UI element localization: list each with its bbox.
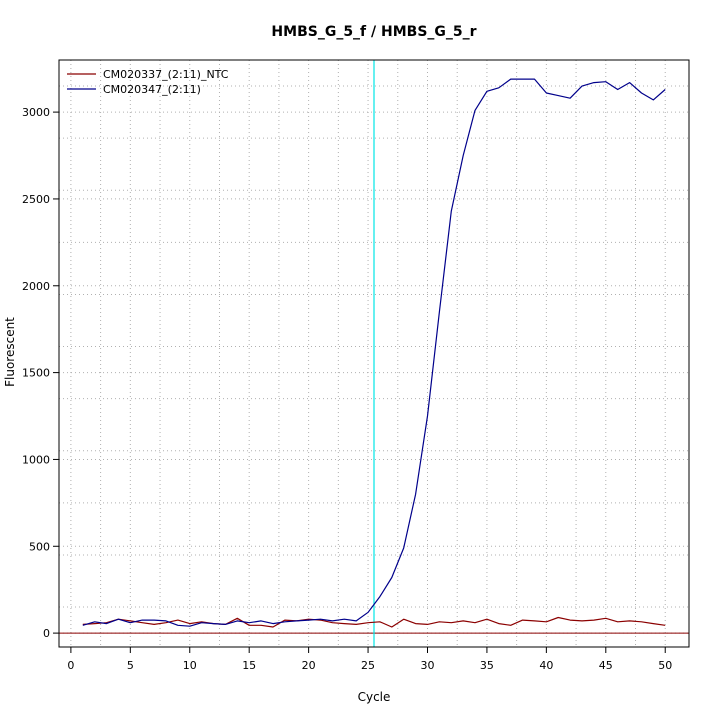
x-tick-label: 35 bbox=[480, 659, 494, 672]
y-axis: 0 500 1000 1500 2000 2500 3000 bbox=[22, 106, 59, 640]
plot-frame bbox=[58, 59, 690, 648]
x-axis-label: Cycle bbox=[358, 690, 391, 704]
legend-label-2: CM020347_(2:11) bbox=[103, 83, 201, 96]
y-tick-label: 1000 bbox=[22, 453, 50, 466]
series-lines bbox=[82, 78, 666, 628]
x-axis: 0 5 10 15 20 25 30 35 40 45 50 bbox=[67, 647, 672, 672]
y-axis-label: Fluorescent bbox=[3, 317, 17, 387]
y-tick-label: 2500 bbox=[22, 193, 50, 206]
x-tick-label: 40 bbox=[539, 659, 553, 672]
y-tick-label: 3000 bbox=[22, 106, 50, 119]
y-tick-label: 500 bbox=[29, 540, 50, 553]
x-tick-label: 45 bbox=[599, 659, 613, 672]
x-tick-label: 10 bbox=[183, 659, 197, 672]
reference-lines bbox=[59, 60, 689, 647]
x-tick-label: 25 bbox=[361, 659, 375, 672]
y-tick-label: 1500 bbox=[22, 367, 50, 380]
legend: CM020337_(2:11)_NTC CM020347_(2:11) bbox=[67, 68, 229, 96]
y-tick-label: 2000 bbox=[22, 280, 50, 293]
series-line-1 bbox=[82, 616, 666, 628]
x-tick-label: 30 bbox=[420, 659, 434, 672]
x-tick-label: 0 bbox=[67, 659, 74, 672]
x-tick-label: 50 bbox=[658, 659, 672, 672]
y-tick-label: 0 bbox=[43, 627, 50, 640]
series-line-2 bbox=[82, 78, 666, 627]
x-tick-label: 20 bbox=[302, 659, 316, 672]
grid-lines bbox=[59, 60, 689, 647]
chart-title: HMBS_G_5_f / HMBS_G_5_r bbox=[271, 24, 476, 40]
legend-label-1: CM020337_(2:11)_NTC bbox=[103, 68, 229, 81]
x-tick-label: 5 bbox=[127, 659, 134, 672]
x-tick-label: 15 bbox=[242, 659, 256, 672]
